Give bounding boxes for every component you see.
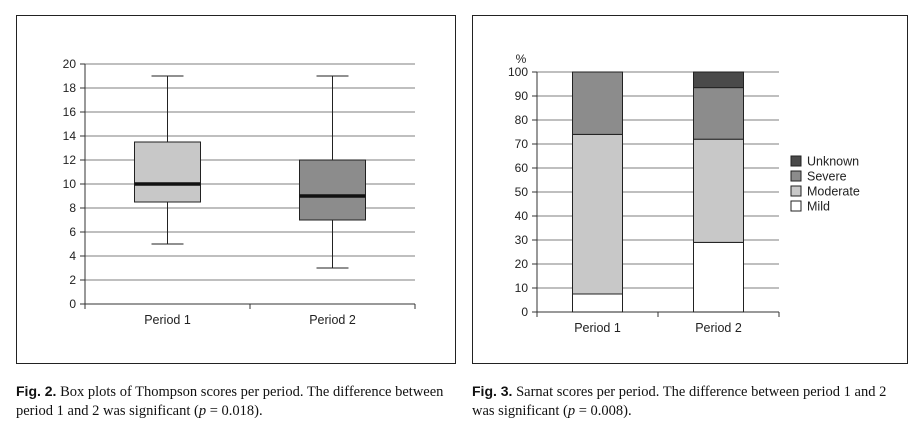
y-tick-label: 8 bbox=[69, 201, 76, 215]
legend-label-severe: Severe bbox=[807, 170, 847, 184]
y-tick-label: 60 bbox=[515, 161, 529, 175]
bar-segment-mild bbox=[693, 241, 744, 313]
y-tick-label: 20 bbox=[63, 57, 77, 71]
legend-swatch-severe bbox=[790, 170, 802, 182]
bar-segment-severe bbox=[572, 71, 623, 135]
legend-label-moderate: Moderate bbox=[807, 185, 860, 199]
figure-2-label: Fig. 2. bbox=[16, 383, 57, 399]
y-tick-label: 30 bbox=[515, 233, 529, 247]
y-tick-label: 16 bbox=[63, 105, 77, 119]
legend-swatch-mild bbox=[790, 200, 802, 212]
figure-2-panel: 0 2 4 6 8 10 12 14 16 18 20 Period 1 Period 2 bbox=[16, 15, 456, 364]
figure-2-p-symbol: p bbox=[198, 403, 207, 419]
figure-2-caption: Fig. 2. Box plots of Thompson scores per… bbox=[16, 382, 460, 421]
x-tick-label: Period 1 bbox=[144, 313, 191, 327]
legend-label-mild: Mild bbox=[807, 200, 830, 214]
y-tick-label: 12 bbox=[63, 153, 77, 167]
y-tick-label: 70 bbox=[515, 137, 529, 151]
legend-swatch-unknown bbox=[790, 155, 802, 167]
y-tick-label: 18 bbox=[63, 81, 77, 95]
x-tick-label: Period 2 bbox=[309, 313, 356, 327]
box-iqr bbox=[299, 159, 366, 221]
bar-segment-unknown bbox=[693, 71, 744, 89]
y-tick-label: 2 bbox=[69, 273, 76, 287]
y-tick-label: 100 bbox=[508, 65, 528, 79]
y-tick-label: 14 bbox=[63, 129, 77, 143]
bar-segment-moderate bbox=[572, 133, 623, 295]
y-tick-label: 40 bbox=[515, 209, 529, 223]
figure-3-p-symbol: p bbox=[567, 403, 576, 419]
x-tick-label: Period 1 bbox=[574, 321, 621, 335]
y-tick-label: 10 bbox=[515, 281, 529, 295]
box-iqr bbox=[134, 141, 201, 203]
y-tick-label: 20 bbox=[515, 257, 529, 271]
y-tick-label: 0 bbox=[521, 305, 528, 319]
legend-label-unknown: Unknown bbox=[807, 155, 859, 169]
y-tick-label: 50 bbox=[515, 185, 529, 199]
y-axis-unit: % bbox=[516, 52, 527, 66]
y-tick-label: 80 bbox=[515, 113, 529, 127]
bar-segment-severe bbox=[693, 87, 744, 140]
stacked-bar-chart: % 0 10 20 30 40 50 60 70 80 90 100 Period 1 Period 2 U… bbox=[508, 52, 860, 335]
bar-segment-moderate bbox=[693, 138, 744, 243]
figure-2-p-value: = 0.018). bbox=[206, 403, 263, 419]
y-tick-label: 4 bbox=[69, 249, 76, 263]
figure-3-label: Fig. 3. bbox=[472, 383, 513, 399]
y-tick-label: 6 bbox=[69, 225, 76, 239]
figure-3-caption-text: Sarnat scores per period. The difference… bbox=[472, 384, 887, 419]
box-plot-chart: 0 2 4 6 8 10 12 14 16 18 20 Period 1 Period 2 bbox=[63, 57, 416, 327]
legend-swatch-moderate bbox=[790, 185, 802, 197]
x-tick-label: Period 2 bbox=[695, 321, 742, 335]
bar-segment-mild bbox=[572, 293, 623, 313]
figure-3-p-value: = 0.008). bbox=[575, 403, 632, 419]
y-tick-label: 10 bbox=[63, 177, 77, 191]
figure-3-panel: % 0 10 20 30 40 50 60 70 80 90 100 Period 1 Period 2 U… bbox=[472, 15, 908, 364]
figure-2-caption-text: Box plots of Thompson scores per period.… bbox=[16, 384, 444, 419]
y-tick-label: 0 bbox=[69, 297, 76, 311]
y-tick-label: 90 bbox=[515, 89, 529, 103]
figure-3-caption: Fig. 3. Sarnat scores per period. The di… bbox=[472, 382, 908, 421]
